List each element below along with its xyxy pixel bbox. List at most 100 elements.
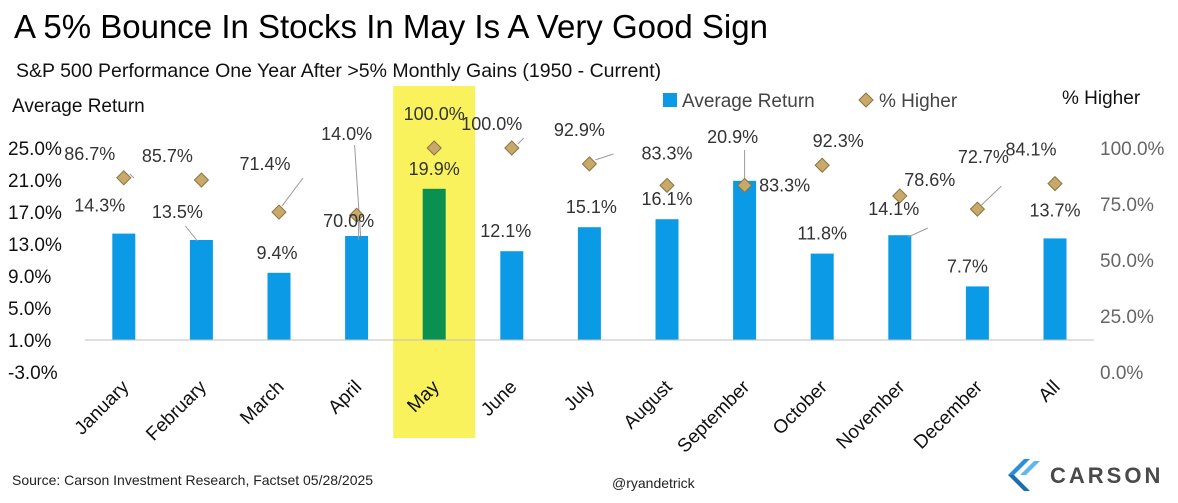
leader-line-march: [281, 177, 304, 207]
right-tick-label: 100.0%: [1100, 139, 1165, 160]
data-labels: 14.3% 86.7% 13.5% 85.7% 9.4% 71.4% 14.0% 70.0% 1…: [64, 104, 1080, 276]
marker-may: [426, 140, 442, 156]
bar-september: [733, 180, 757, 340]
bar-august: [655, 219, 679, 340]
bar-label-september: 20.9%: [707, 127, 758, 147]
category-label-december: December: [910, 376, 987, 453]
left-tick-label: -3.0%: [8, 363, 58, 384]
left-axis-ticks: 25.0% 21.0% 17.0% 13.0% 9.0% 5.0% 1.0% -3.0%: [8, 139, 62, 384]
right-axis-ticks: 100.0% 75.0% 50.0% 25.0% 0.0%: [1100, 139, 1165, 384]
marker-april: [348, 207, 365, 223]
carson-logo-text: CARSON: [1050, 463, 1164, 488]
left-tick-label: 25.0%: [8, 139, 62, 160]
bar-june: [500, 251, 524, 340]
right-tick-label: 50.0%: [1100, 251, 1154, 272]
leader-line-december: [981, 185, 1002, 206]
legend-swatch-average-return: [663, 93, 677, 107]
marker-august: [659, 177, 675, 194]
category-label-july: July: [560, 376, 599, 415]
bar-november: [888, 235, 912, 340]
bar-february: [189, 240, 213, 340]
marker-june: [504, 140, 520, 156]
bar-label-january: 14.3%: [74, 196, 125, 216]
bar-label-november: 14.1%: [868, 199, 919, 219]
marker-march: [271, 204, 287, 220]
bar-january: [112, 233, 136, 340]
category-label-february: February: [142, 376, 211, 445]
bar-label-october: 11.8%: [797, 224, 847, 244]
left-tick-label: 5.0%: [8, 299, 51, 320]
right-tick-label: 0.0%: [1100, 363, 1143, 384]
bar-label-december: 7.7%: [947, 256, 988, 276]
bar-label-july: 15.1%: [566, 197, 617, 217]
legend-swatch-pct-higher: [858, 92, 874, 108]
leader-line-february: [185, 225, 198, 242]
bar-label-august: 16.1%: [641, 189, 692, 209]
left-tick-label: 1.0%: [8, 331, 51, 352]
category-label-april: April: [324, 377, 366, 419]
legend-label-average-return: Average Return: [682, 91, 815, 112]
category-label-january: January: [71, 376, 134, 439]
marker-label-june: 100.0%: [461, 114, 522, 134]
marker-label-january: 86.7%: [64, 144, 115, 164]
bar-all: [1043, 238, 1067, 340]
leader-line-january: [129, 173, 135, 179]
marker-label-july: 92.9%: [554, 120, 605, 140]
marker-label-october: 92.3%: [813, 131, 864, 151]
leader-line-april-bar: [354, 144, 362, 237]
bars-layer: [112, 180, 1067, 340]
chart-title: A 5% Bounce In Stocks In May Is A Very G…: [14, 8, 768, 45]
marker-label-november: 78.6%: [904, 170, 955, 190]
bar-label-may: 19.9%: [409, 159, 460, 179]
marker-november: [892, 188, 908, 204]
bar-label-february: 13.5%: [152, 202, 203, 222]
marker-september: [736, 177, 753, 194]
category-labels: January February March April May June July Augu…: [71, 376, 1065, 457]
marker-label-may: 100.0%: [404, 104, 465, 124]
leader-line-november: [907, 227, 929, 238]
category-label-all: All: [1035, 377, 1065, 407]
category-label-march: March: [236, 377, 288, 429]
bar-july: [577, 227, 601, 340]
marker-february: [193, 172, 210, 188]
category-label-september: September: [674, 376, 755, 457]
right-tick-label: 75.0%: [1100, 195, 1154, 216]
category-label-november: November: [833, 376, 910, 453]
bar-label-march: 9.4%: [256, 243, 297, 263]
legend: Average Return % Higher: [663, 91, 958, 112]
marker-january: [116, 170, 132, 186]
chart-subtitle: S&P 500 Performance One Year After >5% M…: [16, 60, 662, 82]
marker-december: [969, 201, 986, 217]
markers-layer: [116, 140, 1063, 223]
bar-label-all: 13.7%: [1029, 200, 1080, 220]
bar-october: [810, 253, 834, 340]
marker-all: [1047, 175, 1063, 192]
leader-lines: [129, 137, 1002, 242]
bar-label-april: 14.0%: [321, 124, 372, 144]
left-tick-label: 17.0%: [8, 203, 62, 224]
left-axis-title: Average Return: [12, 96, 145, 117]
marker-label-september: 83.3%: [759, 175, 810, 195]
right-tick-label: 25.0%: [1100, 307, 1154, 328]
marker-july: [581, 156, 598, 172]
author-handle: @ryandetrick: [612, 475, 695, 491]
bar-december: [965, 286, 989, 340]
category-label-june: June: [477, 377, 521, 421]
category-label-october: October: [769, 376, 832, 439]
left-tick-label: 21.0%: [8, 171, 62, 192]
marker-label-all: 84.1%: [1005, 140, 1056, 160]
bar-april: [345, 236, 369, 340]
marker-label-february: 85.7%: [142, 146, 193, 166]
marker-label-august: 83.3%: [641, 143, 692, 163]
marker-label-december: 72.7%: [958, 147, 1009, 167]
marker-label-march: 71.4%: [239, 154, 290, 174]
marker-label-april: 70.0%: [323, 211, 374, 231]
marker-october: [814, 157, 830, 173]
leader-line-june: [517, 137, 525, 145]
legend-label-pct-higher: % Higher: [879, 91, 958, 112]
carson-logo-icon: [1008, 459, 1040, 491]
bar-may: [422, 188, 446, 340]
leader-line-july: [595, 153, 614, 161]
left-tick-label: 9.0%: [8, 267, 51, 288]
